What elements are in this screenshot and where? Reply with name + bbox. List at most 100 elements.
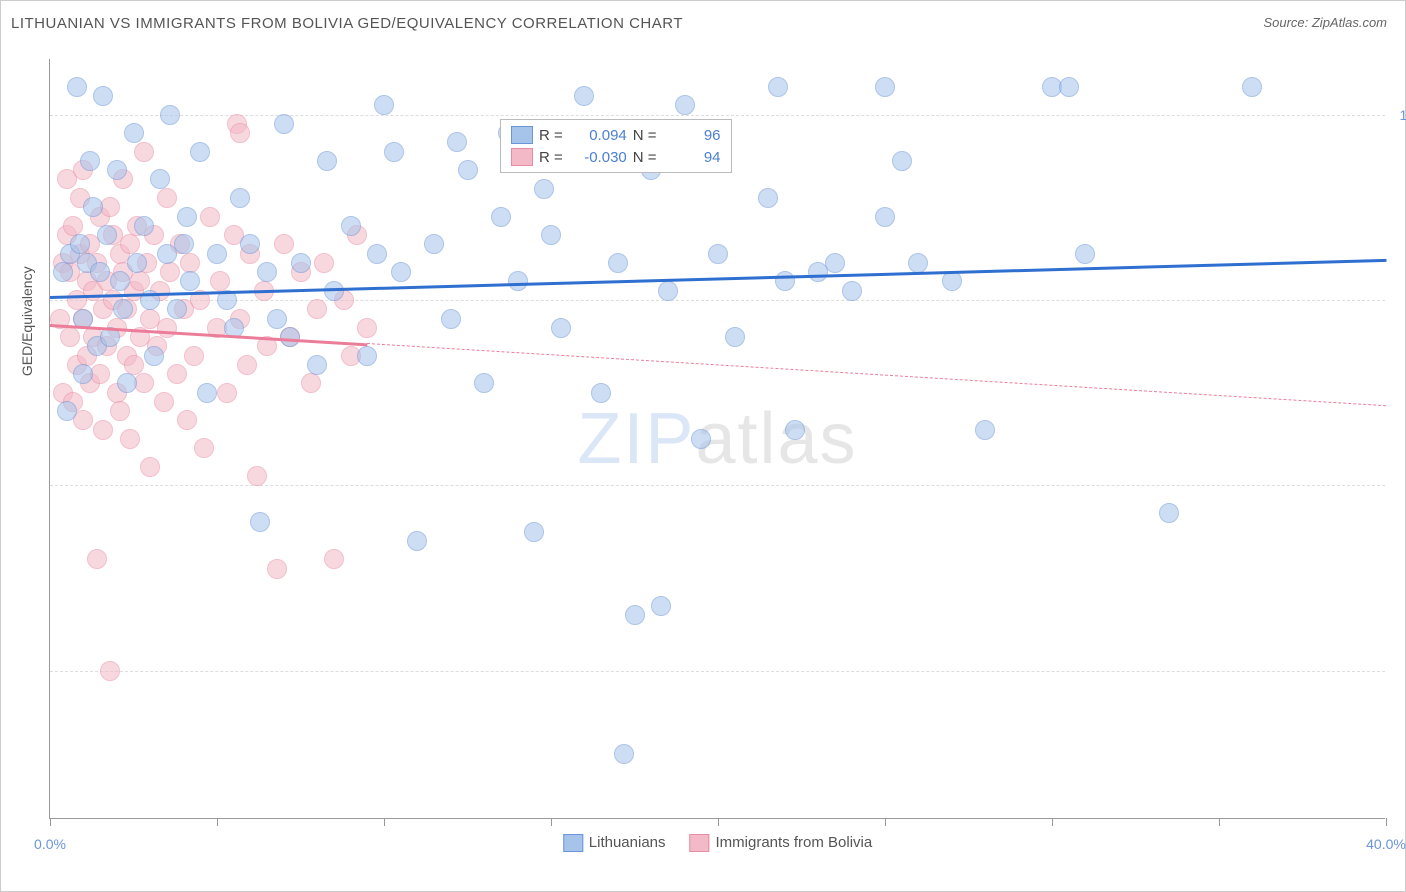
data-point	[691, 429, 711, 449]
data-point	[534, 179, 554, 199]
data-point	[120, 234, 140, 254]
data-point	[407, 531, 427, 551]
data-point	[942, 271, 962, 291]
chart-container: LITHUANIAN VS IMMIGRANTS FROM BOLIVIA GE…	[0, 0, 1406, 892]
legend-swatch	[511, 148, 533, 166]
legend-label: Immigrants from Bolivia	[716, 834, 873, 851]
data-point	[267, 559, 287, 579]
data-point	[100, 661, 120, 681]
data-point	[591, 383, 611, 403]
x-tick	[718, 818, 719, 826]
data-point	[474, 373, 494, 393]
legend-row: R =0.094N =96	[511, 124, 721, 146]
data-point	[625, 605, 645, 625]
data-point	[180, 271, 200, 291]
data-point	[177, 207, 197, 227]
data-point	[134, 142, 154, 162]
data-point	[157, 318, 177, 338]
data-point	[651, 596, 671, 616]
data-point	[1059, 77, 1079, 97]
data-point	[150, 169, 170, 189]
data-point	[317, 151, 337, 171]
x-tick	[1386, 818, 1387, 826]
data-point	[785, 420, 805, 440]
data-point	[210, 271, 230, 291]
legend-r-label: R =	[539, 127, 563, 144]
data-point	[67, 77, 87, 97]
data-point	[200, 207, 220, 227]
data-point	[110, 401, 130, 421]
x-tick	[50, 818, 51, 826]
legend-swatch	[511, 126, 533, 144]
data-point	[70, 234, 90, 254]
data-point	[307, 299, 327, 319]
data-point	[124, 355, 144, 375]
data-point	[458, 160, 478, 180]
data-point	[267, 309, 287, 329]
data-point	[257, 262, 277, 282]
data-point	[441, 309, 461, 329]
data-point	[160, 262, 180, 282]
data-point	[230, 123, 250, 143]
data-point	[374, 95, 394, 115]
data-point	[541, 225, 561, 245]
data-point	[1075, 244, 1095, 264]
data-point	[97, 225, 117, 245]
data-point	[144, 346, 164, 366]
data-point	[367, 244, 387, 264]
x-tick	[885, 818, 886, 826]
y-axis-title: GED/Equivalency	[19, 266, 35, 376]
data-point	[90, 262, 110, 282]
data-point	[608, 253, 628, 273]
data-point	[658, 281, 678, 301]
data-point	[247, 466, 267, 486]
legend-label: Lithuanians	[589, 834, 666, 851]
data-point	[424, 234, 444, 254]
data-point	[217, 383, 237, 403]
data-point	[160, 105, 180, 125]
data-point	[391, 262, 411, 282]
data-point	[87, 549, 107, 569]
data-point	[508, 271, 528, 291]
x-tick	[1219, 818, 1220, 826]
data-point	[384, 142, 404, 162]
y-tick-label: 100.0%	[1400, 107, 1406, 123]
data-point	[975, 420, 995, 440]
legend-item: Lithuanians	[563, 834, 666, 852]
data-point	[725, 327, 745, 347]
legend-series: Lithuanians Immigrants from Bolivia	[563, 834, 872, 852]
data-point	[57, 401, 77, 421]
legend-r-value: -0.030	[569, 149, 627, 166]
legend-r-value: 0.094	[569, 127, 627, 144]
data-point	[207, 244, 227, 264]
data-point	[708, 244, 728, 264]
source-label: Source: ZipAtlas.com	[1263, 15, 1387, 30]
data-point	[80, 151, 100, 171]
gridline	[50, 671, 1385, 672]
data-point	[447, 132, 467, 152]
x-tick-label: 0.0%	[34, 836, 66, 852]
data-point	[174, 234, 194, 254]
data-point	[324, 549, 344, 569]
gridline	[50, 115, 1385, 116]
data-point	[551, 318, 571, 338]
data-point	[157, 188, 177, 208]
data-point	[291, 253, 311, 273]
data-point	[908, 253, 928, 273]
legend-n-value: 94	[663, 149, 721, 166]
data-point	[167, 299, 187, 319]
data-point	[177, 410, 197, 430]
data-point	[240, 234, 260, 254]
data-point	[675, 95, 695, 115]
legend-row: R =-0.030N =94	[511, 146, 721, 168]
data-point	[357, 318, 377, 338]
gridline	[50, 485, 1385, 486]
data-point	[120, 429, 140, 449]
data-point	[842, 281, 862, 301]
data-point	[314, 253, 334, 273]
trend-line	[50, 259, 1386, 299]
legend-item: Immigrants from Bolivia	[690, 834, 873, 852]
data-point	[113, 299, 133, 319]
data-point	[134, 216, 154, 236]
data-point	[274, 234, 294, 254]
